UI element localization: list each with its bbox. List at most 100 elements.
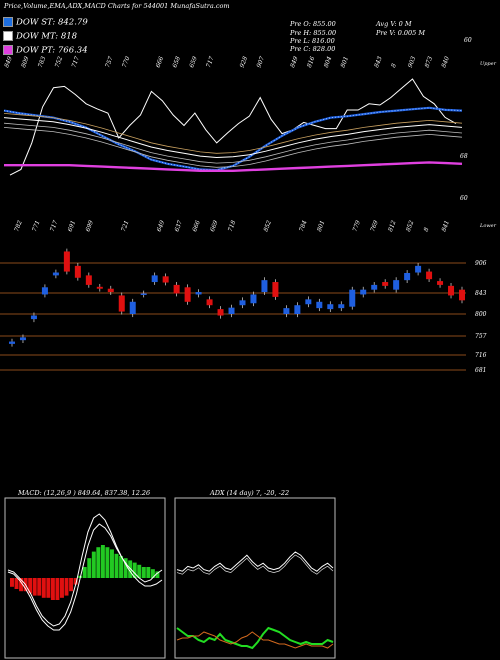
macd-bar <box>119 556 124 578</box>
top-label: 841 <box>441 220 451 233</box>
top-label: 779 <box>352 219 363 232</box>
candle-body <box>360 289 367 295</box>
top-label: 8 <box>390 63 398 69</box>
macd-bar <box>87 558 92 578</box>
stat-open: Pre O: 855.00 <box>290 20 336 28</box>
macd-bar <box>105 547 110 578</box>
close-price-line <box>9 78 457 176</box>
right-label: 60 <box>460 195 468 202</box>
top-label: 717 <box>49 219 60 232</box>
top-label: 843 <box>373 55 384 68</box>
candle-body <box>305 299 312 305</box>
top-label: 801 <box>316 220 326 233</box>
macd-bar <box>132 562 137 578</box>
candle-body <box>129 301 136 314</box>
adx-line-shadow <box>176 554 334 575</box>
legend-swatch-st <box>3 17 13 27</box>
candle-body <box>415 265 422 273</box>
top-label: 721 <box>120 220 130 233</box>
top-label: 804 <box>323 55 334 68</box>
candle-body <box>459 289 465 301</box>
macd-bar <box>14 578 19 589</box>
candle-body <box>261 280 268 293</box>
top-label: 812 <box>387 219 398 232</box>
macd-label: MACD: (12,26,9 ) 849.64, 837.38, 12.26 <box>18 489 151 497</box>
corner-label-upper: Upper <box>480 61 497 67</box>
macd-bar <box>19 578 24 592</box>
candle-body <box>338 304 345 309</box>
top-label: 816 <box>306 55 317 68</box>
candle-body <box>228 307 235 314</box>
top-label: 752 <box>54 55 65 68</box>
ema-line-st-dots <box>3 107 463 171</box>
top-label: 849 <box>3 55 14 68</box>
candle-body <box>206 299 213 306</box>
top-label: 907 <box>256 55 267 68</box>
adx-frame <box>174 497 336 659</box>
top-label: 649 <box>156 219 167 232</box>
top-label: 666 <box>155 55 166 68</box>
candle-body <box>250 294 257 304</box>
macd-bar <box>150 569 155 578</box>
macd-bar <box>73 578 78 585</box>
y-tick-label: 800 <box>475 311 487 318</box>
macd-line <box>7 513 163 627</box>
macd-bar <box>50 578 55 600</box>
adx-line <box>176 551 334 572</box>
candle-body <box>448 285 455 296</box>
top-label: 873 <box>424 55 435 68</box>
candle-body <box>349 289 356 307</box>
macd-bar <box>60 578 64 598</box>
candle-body <box>41 287 48 295</box>
legend-dow-pt: DOW PT: 766.34 <box>3 45 88 56</box>
candle-body <box>382 282 389 286</box>
macd-bar <box>28 578 33 594</box>
top-label: 852 <box>405 219 416 232</box>
top-label: 717 <box>71 55 82 68</box>
y-tick-label: 716 <box>475 352 487 359</box>
top-label: 769 <box>369 219 380 232</box>
y-tick-label: 757 <box>475 333 487 340</box>
ema-line-st <box>3 106 463 172</box>
top-label: 658 <box>171 55 182 68</box>
macd-bar <box>96 547 101 578</box>
macd-bar <box>146 567 151 578</box>
ma-line <box>3 122 463 164</box>
stat-low: Pre L: 816.00 <box>290 37 335 45</box>
candle-body <box>404 273 411 281</box>
top-label: 928 <box>239 55 250 68</box>
legend-dow-st: DOW ST: 842.79 <box>3 17 88 28</box>
candle-body <box>118 295 125 312</box>
ema-line-pt <box>4 161 463 172</box>
macd-frame <box>4 497 166 659</box>
top-label: 784 <box>298 219 309 232</box>
right-label: 68 <box>460 153 468 160</box>
macd-bar <box>46 578 51 598</box>
right-label: 60 <box>464 37 472 44</box>
candle-body <box>74 265 81 278</box>
stat-close: Pre C: 828.00 <box>290 45 336 53</box>
macd-bar <box>137 564 142 578</box>
plus-di-line <box>176 626 334 650</box>
ma-line <box>3 113 463 154</box>
top-label: 852 <box>263 219 274 232</box>
chart-title: Price,Volume,EMA,ADX,MACD Charts for 544… <box>4 2 230 10</box>
candle-body <box>426 271 433 280</box>
top-label: 691 <box>67 220 77 233</box>
candle-body <box>52 272 59 276</box>
candle-body <box>30 315 37 320</box>
adx-label: ADX (14 day) 7, -20, -22 <box>210 489 290 497</box>
candle-body <box>173 284 180 294</box>
top-label: 783 <box>37 55 48 68</box>
top-label: 699 <box>85 219 96 232</box>
candle-body <box>283 308 290 314</box>
top-label: 666 <box>191 219 202 232</box>
macd-bar <box>69 578 74 592</box>
y-tick-label: 843 <box>475 290 487 297</box>
candle-body <box>107 288 114 293</box>
top-label: 669 <box>209 219 220 232</box>
macd-bar <box>91 551 96 578</box>
macd-bar <box>32 578 37 596</box>
candle-body <box>9 341 15 344</box>
